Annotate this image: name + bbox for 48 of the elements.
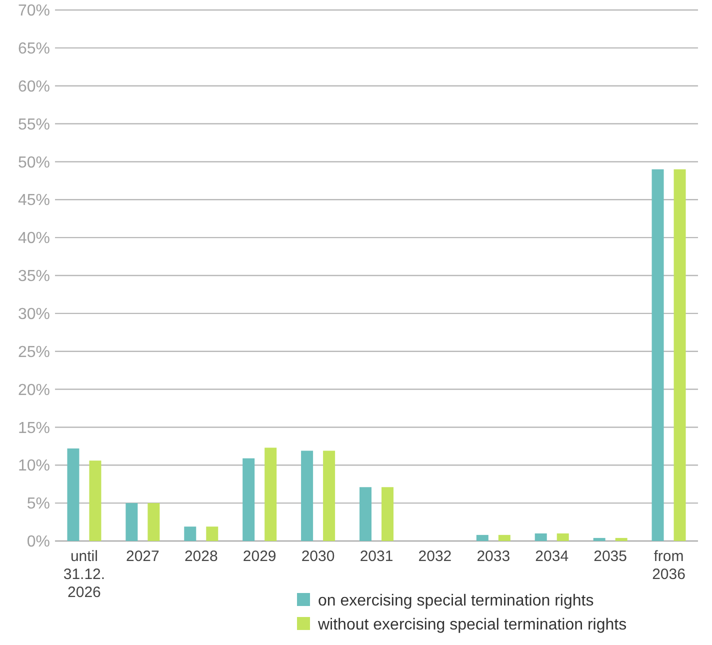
bar <box>615 538 628 541</box>
y-tick-label: 15% <box>18 420 50 437</box>
y-tick-label: 10% <box>18 458 50 475</box>
y-tick-label: 60% <box>18 78 50 96</box>
y-tick-label: 5% <box>26 496 50 513</box>
y-tick-label: 65% <box>18 40 50 58</box>
bar <box>382 487 394 541</box>
y-tick-label: 45% <box>18 192 50 210</box>
y-tick-label: 50% <box>18 154 50 172</box>
x-tick-label: 2034 <box>535 548 569 565</box>
x-tick-label: until 31.12. 2026 <box>63 548 106 601</box>
bar <box>593 538 606 541</box>
y-tick-label: 70% <box>18 2 50 20</box>
bar <box>67 448 80 541</box>
bar <box>534 533 547 541</box>
bar <box>360 487 372 541</box>
y-tick-label: 35% <box>18 268 50 286</box>
bar <box>242 458 255 541</box>
legend-label: without exercising special termination rights <box>317 616 627 634</box>
bar <box>556 533 569 541</box>
x-tick-label: 2027 <box>126 548 160 565</box>
y-tick-label: 25% <box>18 344 50 361</box>
x-tick-label: 2033 <box>476 548 510 565</box>
bar <box>264 448 277 541</box>
bar <box>301 450 314 541</box>
x-tick-label: 2030 <box>301 548 335 565</box>
bar <box>184 526 196 541</box>
y-tick-label: 0% <box>26 534 50 551</box>
y-tick-label: 40% <box>18 230 50 248</box>
x-tick-label: 2028 <box>184 548 218 565</box>
bar <box>206 526 218 541</box>
bar <box>498 534 510 541</box>
x-tick-label: 2031 <box>360 548 394 565</box>
bar <box>89 460 102 541</box>
y-tick-label: 55% <box>18 116 50 134</box>
bar <box>323 450 336 541</box>
x-tick-label: from 2036 <box>652 548 686 583</box>
bar <box>674 169 686 541</box>
bar <box>476 534 488 541</box>
bar <box>126 503 138 541</box>
y-tick-label: 30% <box>18 306 50 324</box>
bar <box>148 503 160 541</box>
legend-label: on exercising special termination rights <box>318 592 594 610</box>
y-tick-label: 20% <box>18 382 50 399</box>
x-tick-label: 2035 <box>594 548 628 565</box>
bar <box>652 169 664 541</box>
x-tick-label: 2032 <box>418 548 452 565</box>
x-tick-label: 2029 <box>242 548 276 565</box>
